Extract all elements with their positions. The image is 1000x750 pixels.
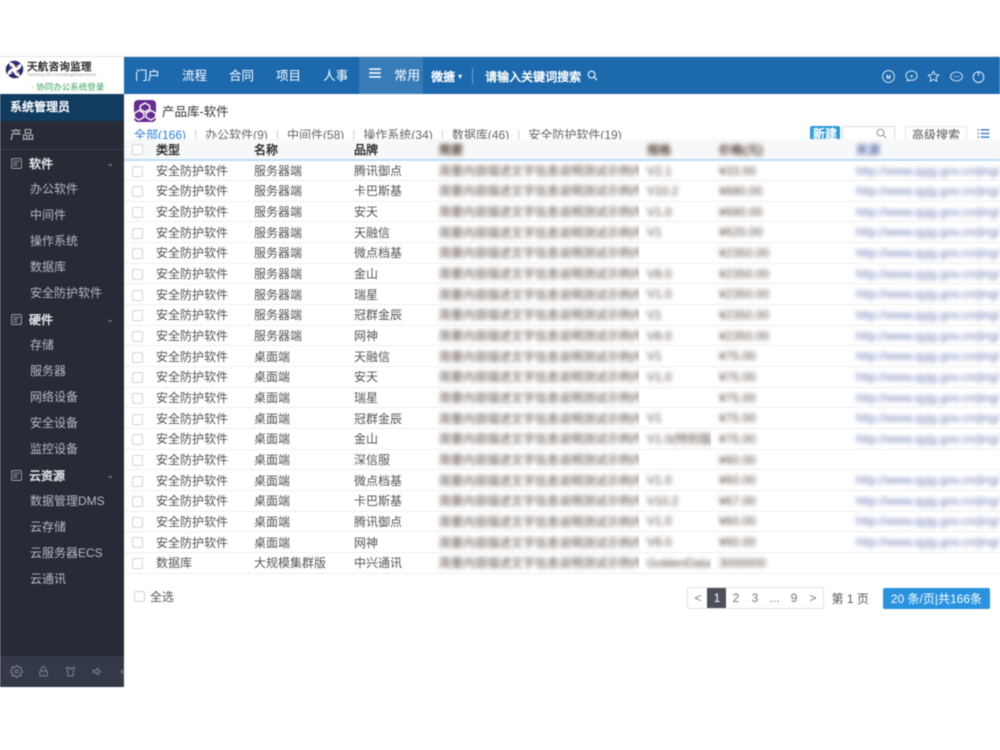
svg-text:M: M [886,75,891,81]
svg-text:e: e [910,73,913,78]
